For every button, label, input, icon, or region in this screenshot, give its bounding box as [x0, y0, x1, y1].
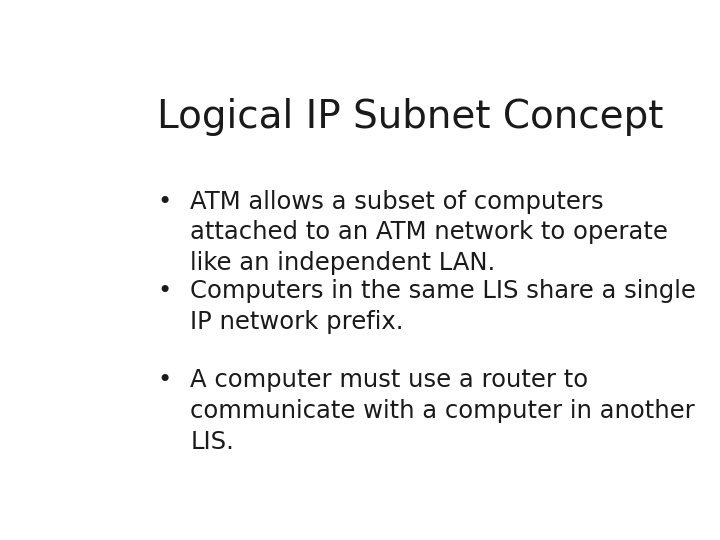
Text: Computers in the same LIS share a single
IP network prefix.: Computers in the same LIS share a single…	[190, 279, 696, 334]
Text: ATM allows a subset of computers
attached to an ATM network to operate
like an i: ATM allows a subset of computers attache…	[190, 190, 668, 275]
Text: •: •	[157, 279, 171, 303]
Text: •: •	[157, 368, 171, 393]
Text: Logical IP Subnet Concept: Logical IP Subnet Concept	[157, 98, 663, 136]
Text: A computer must use a router to
communicate with a computer in another
LIS.: A computer must use a router to communic…	[190, 368, 696, 454]
Text: •: •	[157, 190, 171, 213]
